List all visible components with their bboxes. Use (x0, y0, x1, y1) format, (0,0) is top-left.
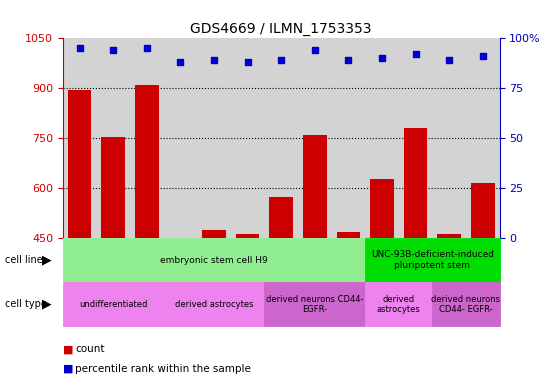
Text: derived neurons CD44-
EGFR-: derived neurons CD44- EGFR- (266, 295, 364, 314)
Bar (370, 179, 394, 384)
Point (311, 47, 319, 53)
Text: cell type: cell type (5, 299, 48, 310)
Text: ■: ■ (63, 364, 73, 374)
Text: derived astrocytes: derived astrocytes (175, 300, 253, 309)
Point (75, 45, 84, 51)
Point (143, 45, 151, 51)
Text: percentile rank within the sample: percentile rank within the sample (75, 364, 251, 374)
Bar (236, 234, 259, 384)
Text: derived
astrocytes: derived astrocytes (377, 295, 420, 314)
Bar (202, 230, 225, 384)
Text: derived neurons
CD44- EGFR-: derived neurons CD44- EGFR- (431, 295, 501, 314)
Bar (135, 85, 158, 384)
Point (277, 57, 286, 63)
Text: undifferentiated: undifferentiated (79, 300, 147, 309)
Point (445, 57, 454, 63)
Text: ▶: ▶ (41, 254, 51, 266)
Bar (437, 234, 461, 384)
Point (109, 47, 117, 53)
Text: cell line: cell line (5, 255, 43, 265)
Bar (169, 240, 192, 384)
Bar (102, 137, 125, 384)
Text: UNC-93B-deficient-induced
pluripotent stem: UNC-93B-deficient-induced pluripotent st… (371, 250, 494, 270)
Point (378, 55, 387, 61)
Text: embryonic stem cell H9: embryonic stem cell H9 (160, 256, 268, 265)
Point (243, 59, 252, 65)
Point (411, 51, 420, 58)
Text: count: count (75, 344, 105, 354)
Point (344, 57, 353, 63)
Bar (303, 135, 327, 384)
Bar (337, 232, 360, 384)
Point (210, 57, 218, 63)
Bar (68, 90, 91, 384)
Text: ■: ■ (63, 344, 73, 354)
Bar (404, 128, 428, 384)
Title: GDS4669 / ILMN_1753353: GDS4669 / ILMN_1753353 (191, 22, 372, 36)
Bar (471, 183, 495, 384)
Bar (269, 197, 293, 384)
Point (176, 59, 185, 65)
Text: ▶: ▶ (41, 298, 51, 311)
Point (478, 53, 487, 60)
